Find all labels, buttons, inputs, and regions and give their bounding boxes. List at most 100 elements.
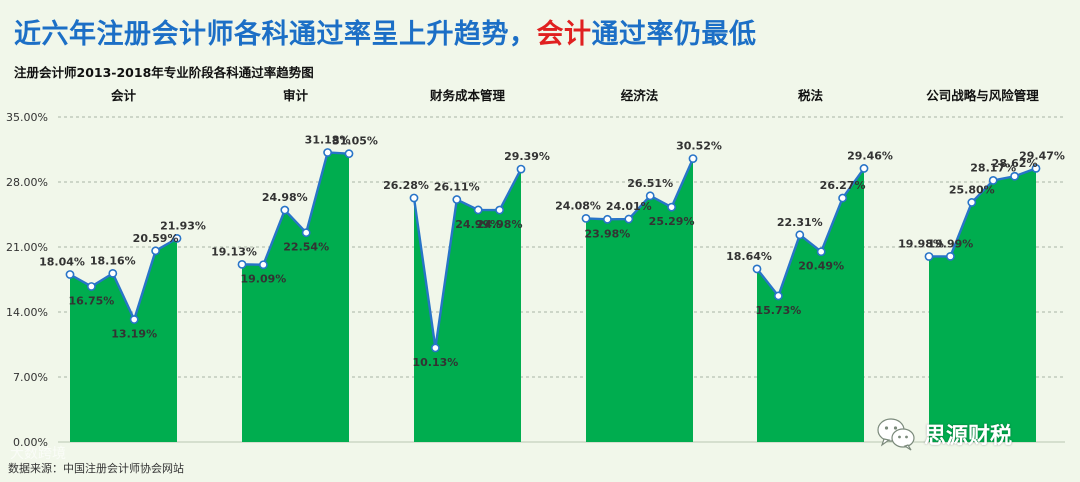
data-label: 13.19% [111, 328, 157, 341]
data-label: 16.75% [68, 294, 114, 307]
y-tick-label: 7.00% [13, 371, 48, 384]
series-line [756, 167, 865, 298]
data-point [280, 205, 290, 215]
data-label: 19.99% [927, 237, 973, 250]
data-label: 24.01% [606, 200, 652, 213]
area-fill [414, 169, 521, 443]
data-label: 15.73% [755, 304, 801, 317]
data-point [838, 193, 847, 203]
data-point [323, 148, 332, 157]
series-3: 26.28% 10.13% 26.11% 24.99%24.98% 29.39% 财务成本… [383, 88, 550, 443]
data-label: 26.11% [434, 181, 480, 194]
data-point [516, 164, 526, 174]
data-point [688, 154, 698, 163]
area-fill [586, 158, 693, 442]
area-fill [70, 238, 177, 442]
data-label: 30.52% [676, 140, 722, 153]
series-2: 19.13% 19.09% 24.98% 22.54% 31.18%31.05% 审计 [211, 88, 378, 442]
data-point [988, 176, 998, 185]
series-line [412, 168, 523, 350]
data-label: 31.18% [305, 133, 351, 146]
data-point [795, 230, 805, 240]
series-6: 19.98%19.99% 25.80% 28.17%28.62%29.47% 公司战略… [898, 88, 1065, 442]
series-name: 经济法 [621, 88, 659, 103]
data-label: 31.05% [332, 135, 378, 148]
data-label: 19.98% [898, 237, 944, 250]
data-label: 22.31% [777, 216, 823, 229]
data-label: 29.39% [504, 150, 550, 163]
data-point [108, 268, 118, 278]
data-label: 26.27% [820, 179, 866, 192]
data-point [581, 213, 591, 223]
ghost-watermark: 大数跨境 [10, 446, 66, 462]
data-point [859, 164, 869, 173]
data-label: 23.98% [584, 227, 630, 240]
y-tick-label: 21.00% [6, 241, 48, 254]
area-fill [242, 152, 349, 442]
area-fill [929, 168, 1036, 442]
data-point [645, 191, 655, 201]
data-point [603, 214, 612, 224]
data-label: 19.09% [240, 273, 286, 286]
data-label: 19.13% [211, 245, 257, 258]
data-point [1010, 171, 1019, 181]
headline-highlight: 会计 [536, 19, 592, 50]
data-point [87, 282, 96, 291]
data-label: 21.93% [160, 219, 206, 232]
series-5: 18.64% 15.73% 22.31% 20.49% 26.27% 29.46% 税法 [726, 88, 893, 442]
data-point [172, 233, 182, 243]
data-label: 29.46% [847, 149, 893, 162]
data-label: 26.51% [627, 177, 673, 190]
data-point [667, 202, 676, 212]
headline: 近六年注册会计师各科通过率呈上升趋势，会计通过率仍最低 [14, 12, 757, 51]
data-point [967, 198, 977, 207]
headline-part1: 近六年注册会计师各科通过率呈上升趋势， [14, 19, 537, 50]
data-label: 24.99% [455, 218, 501, 231]
data-label: 29.47% [1019, 149, 1065, 162]
data-point [495, 205, 504, 215]
data-point [752, 264, 762, 274]
wechat-icon [877, 418, 915, 451]
series-1: 18.04% 16.75% 18.16% 13.19% 20.59%21.93% 会计 [39, 88, 206, 442]
series-4: 24.08% 23.98% 24.01% 26.51% 25.29% 30.52% 经济法 [555, 88, 722, 442]
area-fill [757, 168, 864, 442]
series-name: 公司战略与风险管理 [926, 88, 1039, 103]
y-tick-label: 14.00% [6, 306, 48, 319]
data-point [129, 315, 139, 324]
data-point [409, 193, 419, 203]
data-point [301, 228, 311, 238]
data-point [1031, 163, 1041, 173]
headline-part3: 通过率仍最低 [591, 19, 757, 50]
data-label: 22.54% [283, 241, 329, 254]
wechat-channel-name: 思源财税 [924, 424, 1013, 449]
data-point [946, 251, 955, 261]
y-tick-label: 28.00% [6, 176, 48, 189]
data-label: 20.49% [798, 260, 844, 273]
source-note: 数据来源：中国注册会计师协会网站 [8, 462, 184, 475]
data-point [344, 149, 354, 159]
data-point [237, 259, 247, 269]
y-tick-label: 35.00% [6, 111, 48, 124]
data-label: 28.62% [992, 157, 1038, 170]
data-label: 24.08% [555, 199, 601, 212]
data-label: 10.13% [412, 356, 458, 369]
chart-title: 注册会计师2013-2018年专业阶段各科通过率趋势图 [14, 65, 314, 80]
data-point [924, 252, 934, 261]
data-label: 26.28% [383, 179, 429, 192]
series-name: 会计 [111, 88, 137, 103]
data-point [258, 260, 268, 270]
series-name: 财务成本管理 [429, 88, 506, 103]
data-label: 25.80% [949, 183, 995, 196]
data-point [624, 214, 634, 224]
data-label: 18.64% [726, 250, 772, 263]
data-label: 28.17% [970, 161, 1016, 174]
data-point [774, 291, 783, 301]
data-label: 18.16% [90, 254, 136, 267]
data-point [430, 343, 440, 353]
data-label: 25.29% [649, 215, 695, 228]
data-point [151, 246, 160, 256]
wechat-watermark: 思源财税 [876, 417, 1012, 451]
data-label: 18.04% [39, 255, 85, 268]
series-name: 税法 [798, 88, 824, 103]
